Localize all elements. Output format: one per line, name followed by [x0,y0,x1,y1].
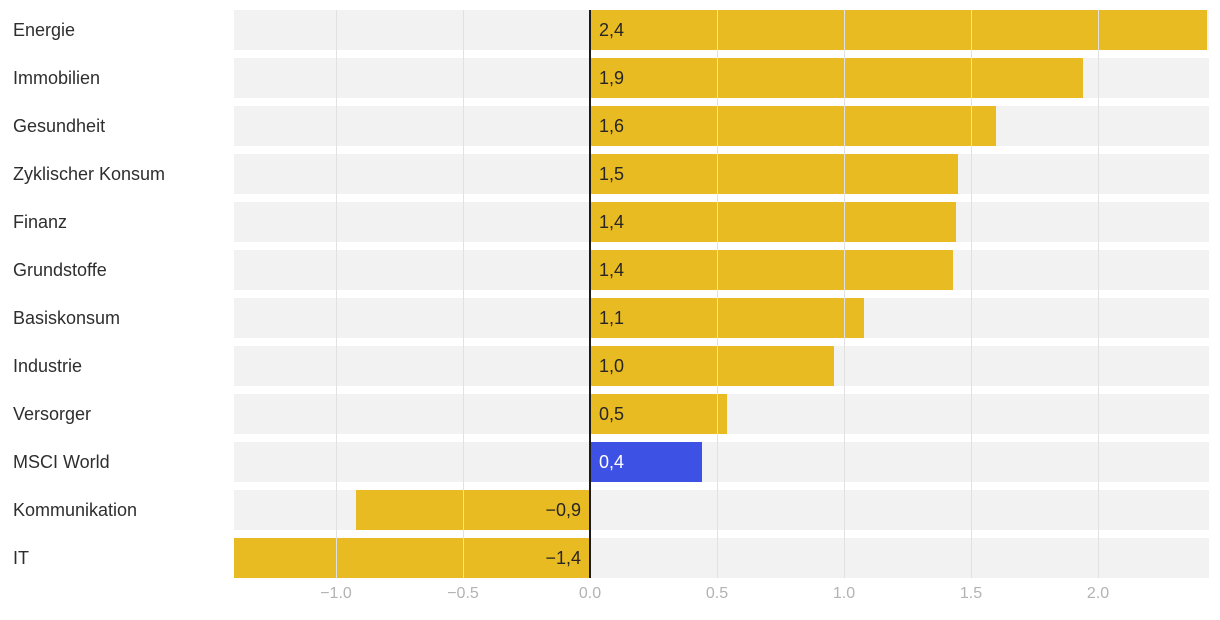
row-plot-background: 1,9 [234,58,1209,98]
chart-row: IT −1,4 [0,538,1220,578]
category-label: IT [13,548,29,568]
category-label: Immobilien [13,68,101,88]
chart-row: Finanz 1,4 [0,202,1220,242]
category-label: Kommunikation [13,500,138,520]
chart-row: Versorger 0,5 [0,394,1220,434]
category-label: Zyklischer Konsum [13,164,166,184]
x-axis-tick-label: 1.0 [832,585,856,602]
x-axis-tick-label: 2.0 [1086,585,1110,602]
bar-value-label: 0,5 [599,403,625,424]
row-plot-background: 1,0 [234,346,1209,386]
bar-value-label: −0,9 [545,499,581,520]
x-axis-tick-label: 0.5 [705,585,729,602]
bar-segment: −1,4 [234,538,590,578]
chart-row: Energie 2,4 [0,10,1220,50]
row-plot-background: 1,4 [234,250,1209,290]
bar-segment: 1,6 [590,106,997,146]
bar-value-label: 1,5 [599,163,625,184]
category-label: Grundstoffe [13,260,107,280]
bar-value-label: 1,6 [599,115,625,136]
bar-segment: 1,4 [590,250,954,290]
bar-value-label: 1,4 [599,259,625,280]
bar-msci-world-highlight: 0,4 [590,442,702,482]
chart-row: Industrie 1,0 [0,346,1220,386]
row-plot-background: −1,4 [234,538,1209,578]
bar-value-label: 1,0 [599,355,625,376]
chart-rows: Energie 2,4 Immobilien 1,9 Gesundheit 1,6 Zykl… [0,10,1220,578]
bar-value-label: 0,4 [599,451,625,472]
x-axis-tick-label: 0.0 [578,585,602,602]
bar-segment: 1,1 [590,298,865,338]
chart-row: MSCI World 0,4 [0,442,1220,482]
chart-row: Kommunikation −0,9 [0,490,1220,530]
bar-segment: 2,4 [590,10,1208,50]
x-axis-tick-label: −0.5 [447,585,479,602]
bar-segment: 1,4 [590,202,956,242]
category-label: Energie [13,20,76,40]
category-label: Industrie [13,356,83,376]
row-plot-background: 1,4 [234,202,1209,242]
row-plot-background: 0,5 [234,394,1209,434]
chart-row: Basiskonsum 1,1 [0,298,1220,338]
bar-segment: 1,5 [590,154,959,194]
bar-value-label: 2,4 [599,19,625,40]
x-axis-tick-label: 1.5 [959,585,983,602]
chart-row: Grundstoffe 1,4 [0,250,1220,290]
row-plot-background: 1,1 [234,298,1209,338]
row-plot-background: 0,4 [234,442,1209,482]
bar-value-label: −1,4 [545,547,581,568]
bar-value-label: 1,4 [599,211,625,232]
chart-row: Zyklischer Konsum 1,5 [0,154,1220,194]
category-label: Finanz [13,212,68,232]
row-plot-background: 1,6 [234,106,1209,146]
chart-row: Gesundheit 1,6 [0,106,1220,146]
x-axis-tick-label: −1.0 [320,585,352,602]
bar-segment: 0,5 [590,394,728,434]
chart-row: Immobilien 1,9 [0,58,1220,98]
x-axis: −1.0 −0.5 0.0 0.5 1.0 1.5 2.0 [234,582,1209,612]
bar-segment: −0,9 [356,490,590,530]
category-label: Versorger [13,404,92,424]
bar-segment: 1,9 [590,58,1083,98]
row-plot-background: 1,5 [234,154,1209,194]
bar-value-label: 1,1 [599,307,625,328]
row-plot-background: −0,9 [234,490,1209,530]
bar-segment: 1,0 [590,346,834,386]
row-plot-background: 2,4 [234,10,1209,50]
category-label: Gesundheit [13,116,106,136]
bar-value-label: 1,9 [599,67,625,88]
category-label: Basiskonsum [13,308,121,328]
category-label: MSCI World [13,452,110,472]
